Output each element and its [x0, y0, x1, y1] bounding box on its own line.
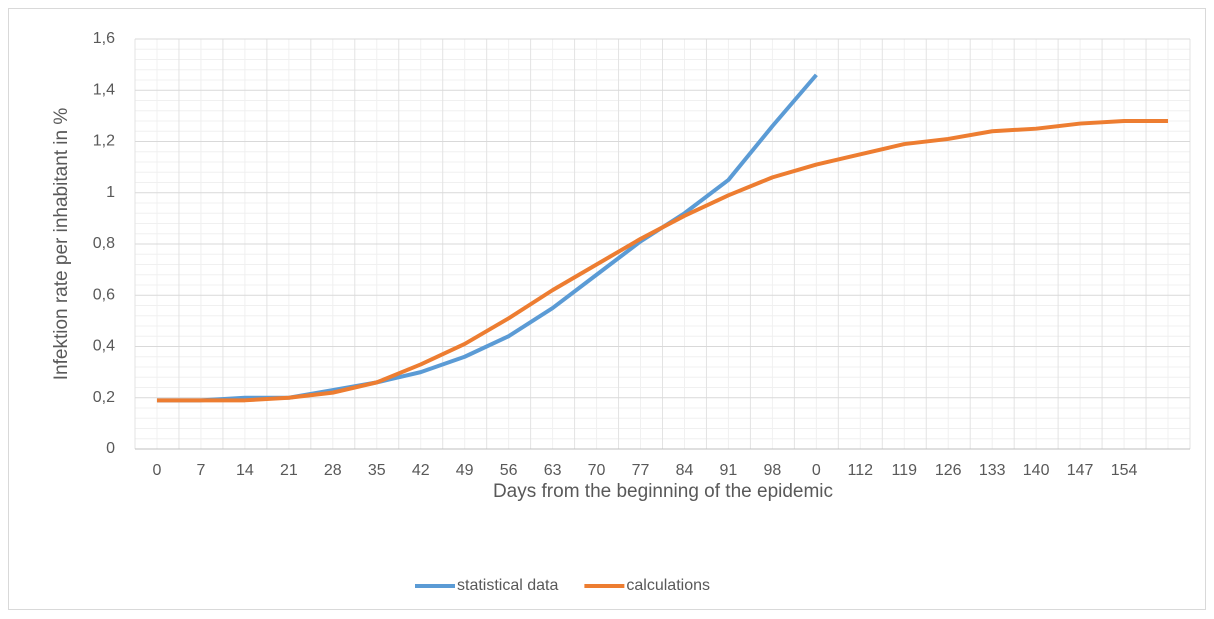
- x-tick-label: 63: [544, 462, 562, 479]
- y-tick-label: 1: [106, 184, 115, 201]
- x-tick-label: 126: [935, 462, 962, 479]
- y-tick-label: 0,6: [93, 286, 115, 303]
- x-tick-label: 14: [236, 462, 254, 479]
- y-tick-label: 0: [106, 440, 115, 457]
- x-tick-label: 133: [979, 462, 1006, 479]
- x-tick-label: 77: [632, 462, 650, 479]
- x-tick-label: 21: [280, 462, 298, 479]
- x-axis-title: Days from the beginning of the epidemic: [493, 481, 833, 502]
- x-tick-label: 7: [196, 462, 205, 479]
- x-tick-label: 112: [848, 462, 874, 479]
- y-tick-label: 1,2: [93, 133, 115, 150]
- x-tick-label: 35: [368, 462, 386, 479]
- x-tick-label: 154: [1111, 462, 1138, 479]
- x-tick-label: 140: [1023, 462, 1050, 479]
- x-tick-label: 0: [153, 462, 162, 479]
- x-tick-label: 70: [588, 462, 606, 479]
- y-tick-label: 1,6: [93, 30, 115, 47]
- y-axis-title: Infektion rate per inhabitant in %: [51, 108, 72, 381]
- y-tick-label: 0,8: [93, 235, 115, 252]
- chart-border: [8, 8, 1206, 610]
- legend-label: calculations: [626, 577, 710, 594]
- line-series: [156, 119, 1169, 403]
- x-tick-label: 91: [720, 462, 738, 479]
- y-tick-label: 0,4: [93, 338, 115, 355]
- x-tick-label: 49: [456, 462, 474, 479]
- legend-label: statistical data: [457, 577, 558, 594]
- x-tick-label: 56: [500, 462, 518, 479]
- x-tick-label: 84: [676, 462, 694, 479]
- x-tick-label: 28: [324, 462, 342, 479]
- x-tick-label: 42: [412, 462, 430, 479]
- x-tick-label: 119: [892, 462, 918, 479]
- y-tick-label: 1,4: [93, 81, 115, 98]
- x-tick-label: 98: [763, 462, 781, 479]
- x-tick-label: 147: [1067, 462, 1094, 479]
- x-tick-label: 0: [812, 462, 821, 479]
- y-tick-label: 0,2: [93, 389, 115, 406]
